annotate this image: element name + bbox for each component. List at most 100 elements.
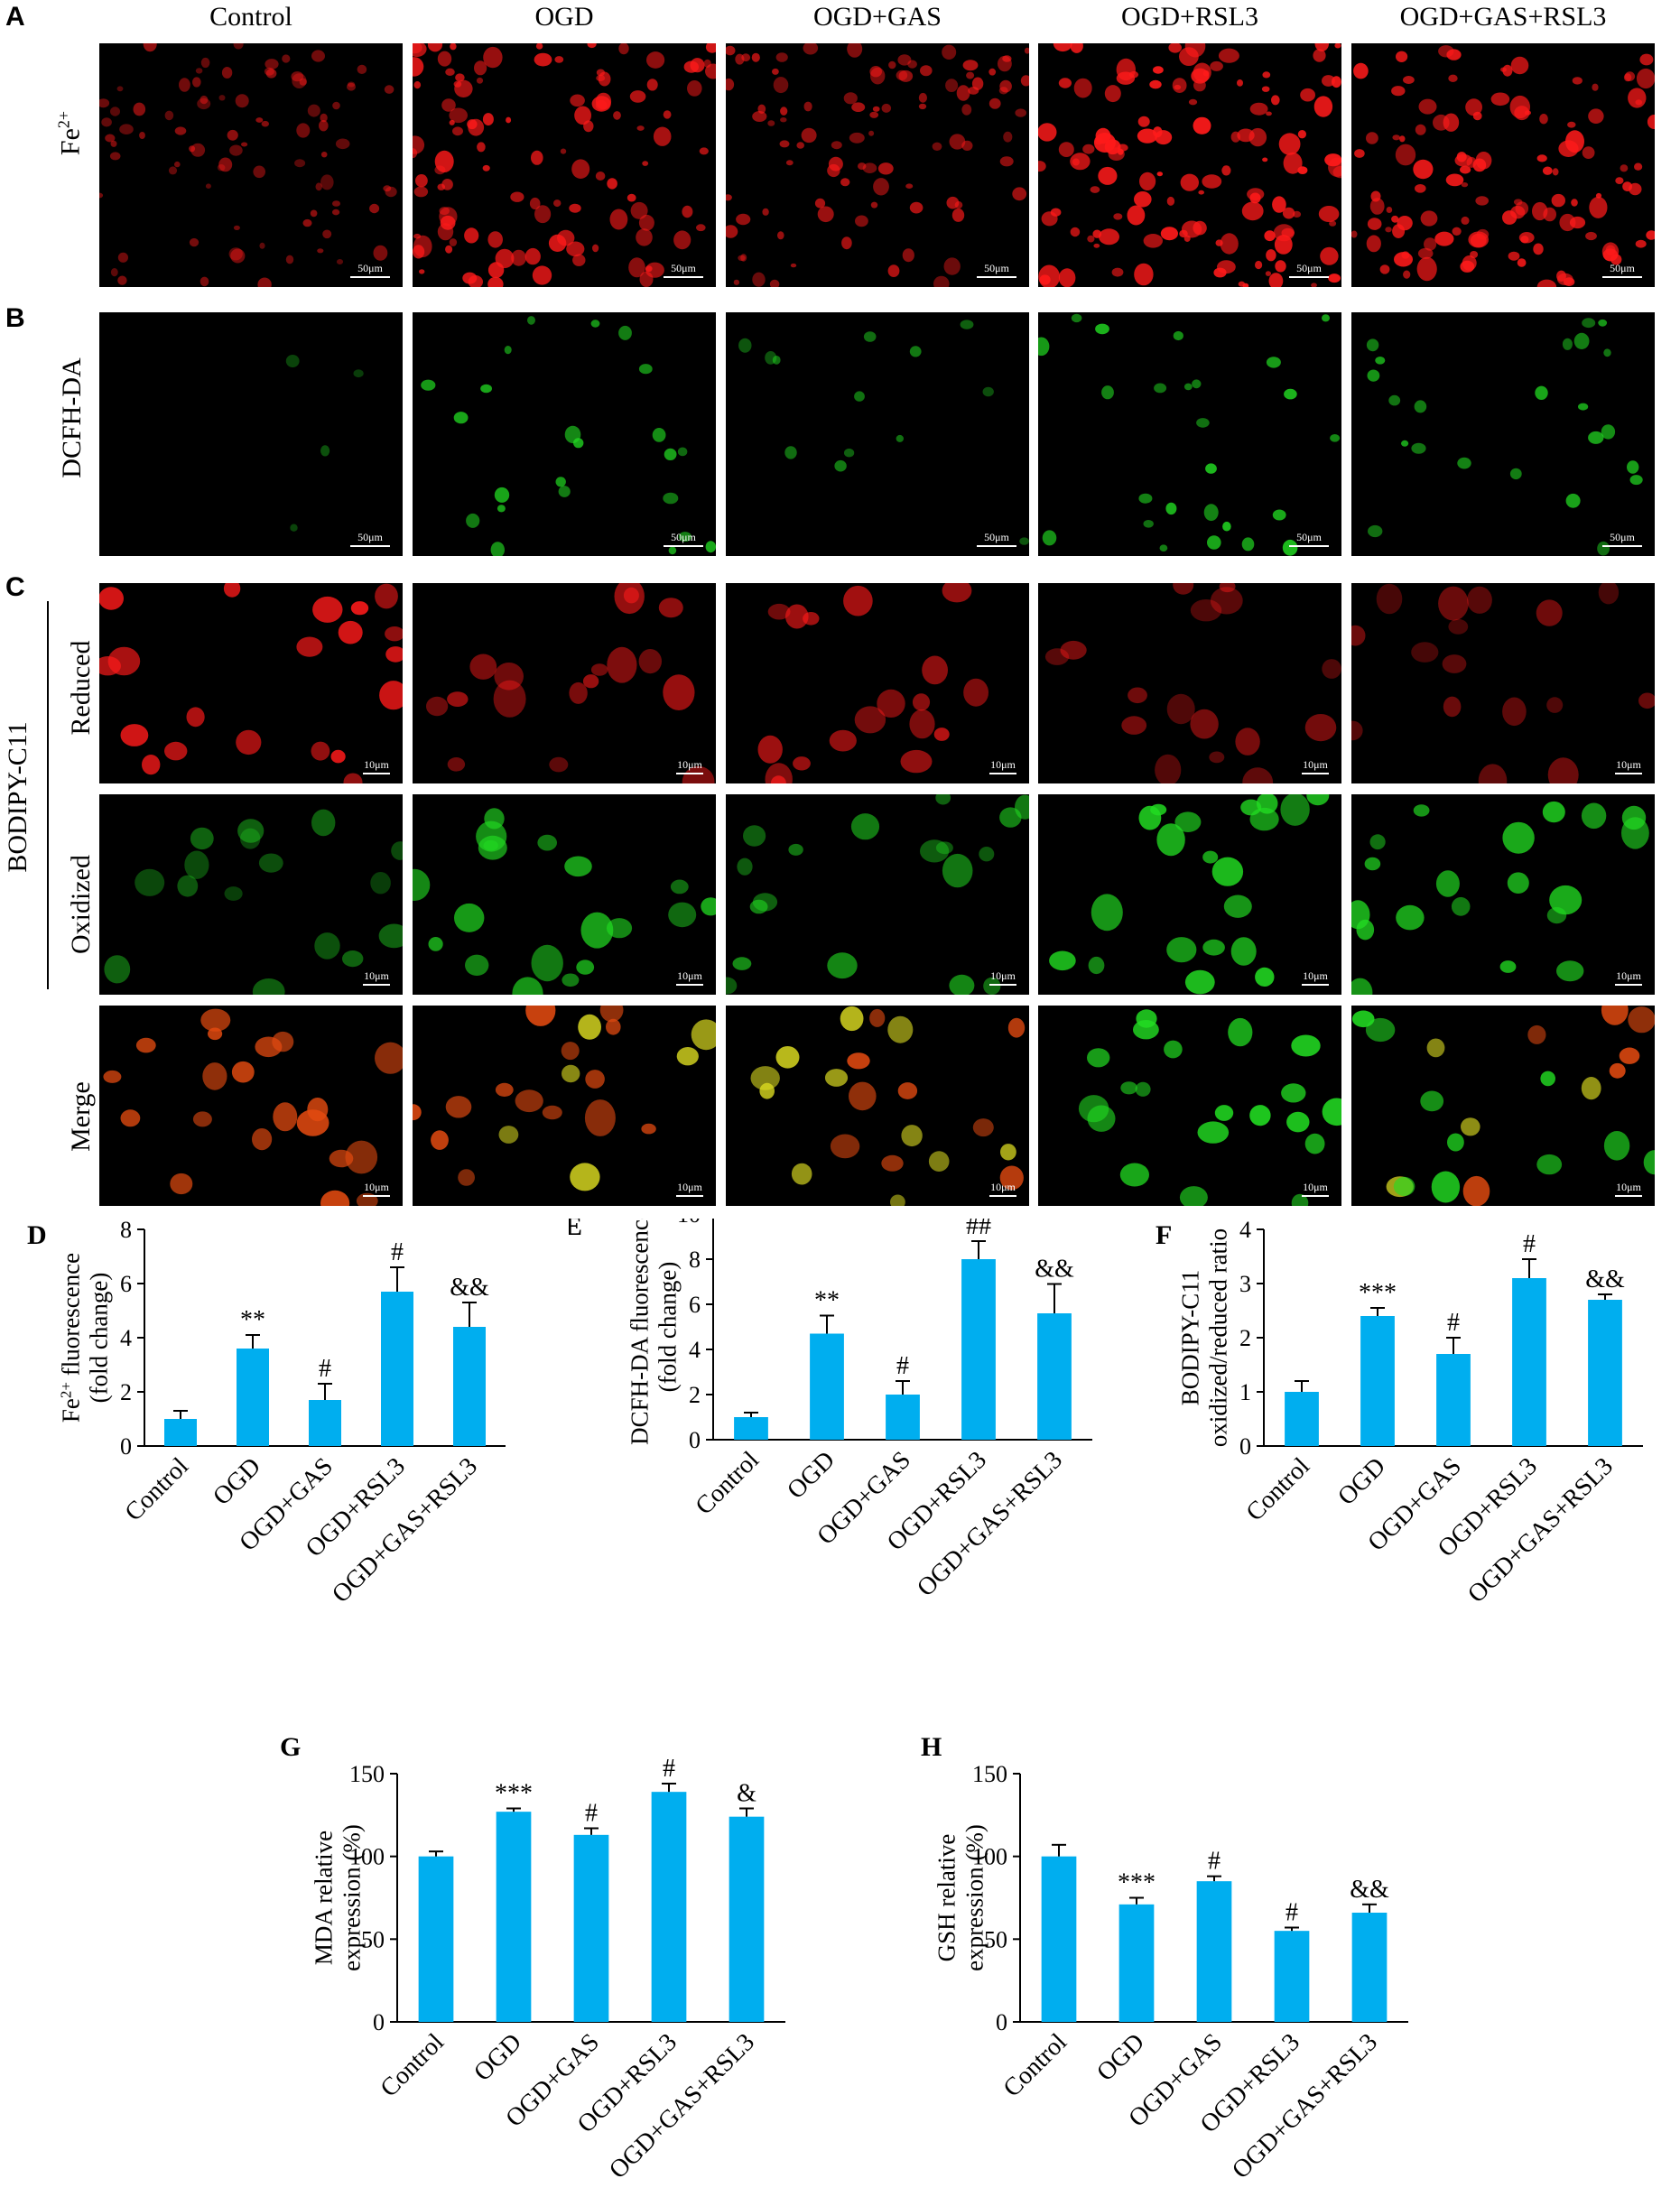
cell — [1060, 640, 1087, 660]
cell — [1153, 126, 1163, 138]
cell — [135, 1037, 156, 1053]
column-header-1: OGD — [534, 2, 594, 32]
cell — [99, 656, 121, 676]
cell — [120, 724, 149, 746]
cell — [1087, 1105, 1116, 1132]
cell — [1499, 960, 1517, 973]
cell — [888, 60, 896, 70]
cell — [1220, 233, 1239, 255]
cell — [1435, 870, 1460, 897]
cell — [1265, 271, 1271, 276]
cell — [599, 1006, 624, 1023]
scale-bar-label: 10μm — [364, 969, 389, 982]
cell — [1447, 1133, 1464, 1152]
cell — [487, 276, 504, 287]
cell — [824, 1069, 849, 1087]
cell — [497, 505, 506, 513]
cell — [1452, 227, 1462, 236]
cell — [1351, 230, 1358, 238]
cell — [1058, 142, 1074, 157]
cell — [668, 902, 697, 928]
cell — [217, 164, 226, 171]
cell — [869, 66, 882, 78]
cell — [1569, 216, 1586, 229]
cell — [257, 277, 272, 287]
cell — [230, 248, 246, 264]
y-tick-label: 0 — [996, 2009, 1007, 2035]
cell — [628, 257, 645, 278]
cell — [384, 85, 394, 94]
scale-bar-line — [664, 276, 703, 278]
scale-bar: 50μm — [664, 262, 703, 278]
cell — [570, 94, 585, 107]
cell — [342, 950, 364, 968]
cell — [542, 1105, 562, 1120]
cell — [847, 43, 863, 58]
bar — [1588, 1300, 1622, 1446]
panel-letter-c: C — [5, 572, 25, 602]
cell — [1328, 273, 1341, 283]
cell — [658, 598, 683, 618]
micrograph-green-4: 10μm — [1351, 794, 1655, 995]
cell — [1049, 950, 1076, 971]
cell — [1087, 1048, 1110, 1068]
cell — [252, 978, 285, 995]
y-axis-label: GSH relativeexpression (%) — [933, 1824, 988, 1971]
cell — [1356, 919, 1375, 941]
cell — [933, 275, 950, 287]
panel-letter-d: D — [27, 1220, 47, 1250]
cell — [104, 955, 131, 984]
cell — [1411, 442, 1426, 454]
micrograph-dcfh-0: 50μm — [99, 312, 403, 556]
scale-bar-label: 50μm — [671, 262, 696, 274]
scale-bar-line — [664, 545, 703, 547]
x-tick-label: Control — [120, 1452, 195, 1527]
cell — [638, 649, 662, 674]
cell — [1088, 956, 1105, 975]
cell — [881, 103, 892, 113]
cell — [696, 224, 706, 232]
cell — [1230, 937, 1257, 966]
cell — [1438, 45, 1454, 58]
cell — [469, 654, 497, 680]
x-tick-label: OGD — [208, 1452, 266, 1511]
y-tick-label: 6 — [689, 1292, 701, 1318]
scale-bar: 50μm — [1289, 262, 1329, 278]
cell — [233, 225, 240, 230]
cell — [785, 160, 794, 166]
cell — [1424, 237, 1437, 251]
cell — [1197, 1121, 1230, 1144]
cell — [1000, 1144, 1016, 1161]
cell — [636, 228, 653, 246]
cell — [897, 54, 912, 66]
cell — [1149, 79, 1162, 89]
scale-bar-label: 50μm — [357, 531, 383, 543]
cell — [1202, 850, 1219, 864]
cell — [1214, 1105, 1234, 1121]
cell — [1582, 146, 1595, 159]
cell — [419, 269, 425, 274]
cell — [1365, 1017, 1396, 1043]
scale-bar-label: 10μm — [990, 758, 1016, 771]
scale-bar: 50μm — [664, 531, 703, 547]
scale-bar: 10μm — [1615, 1181, 1642, 1197]
x-tick-label: Control — [691, 1446, 766, 1521]
column-header-4: OGD+GAS+RSL3 — [1399, 2, 1607, 32]
y-axis-label-line: MDA relative — [310, 1831, 337, 1965]
cell — [336, 259, 344, 264]
scale-bar-label: 10μm — [364, 758, 389, 771]
bar — [1274, 1931, 1310, 2022]
cell — [999, 79, 1012, 93]
cell — [943, 257, 961, 275]
cell — [896, 434, 904, 442]
scale-bar: 10μm — [989, 969, 1016, 986]
significance-label: # — [1447, 1309, 1460, 1337]
cell — [296, 1109, 330, 1136]
cell — [464, 227, 479, 244]
scale-bar-label: 50μm — [1610, 262, 1635, 274]
x-tick-label: OGD+GAS+RSL3 — [1462, 1452, 1619, 1608]
cell — [1150, 803, 1167, 816]
y-tick-label: 150 — [972, 1761, 1007, 1787]
cell — [221, 67, 233, 79]
cell — [1155, 754, 1182, 783]
